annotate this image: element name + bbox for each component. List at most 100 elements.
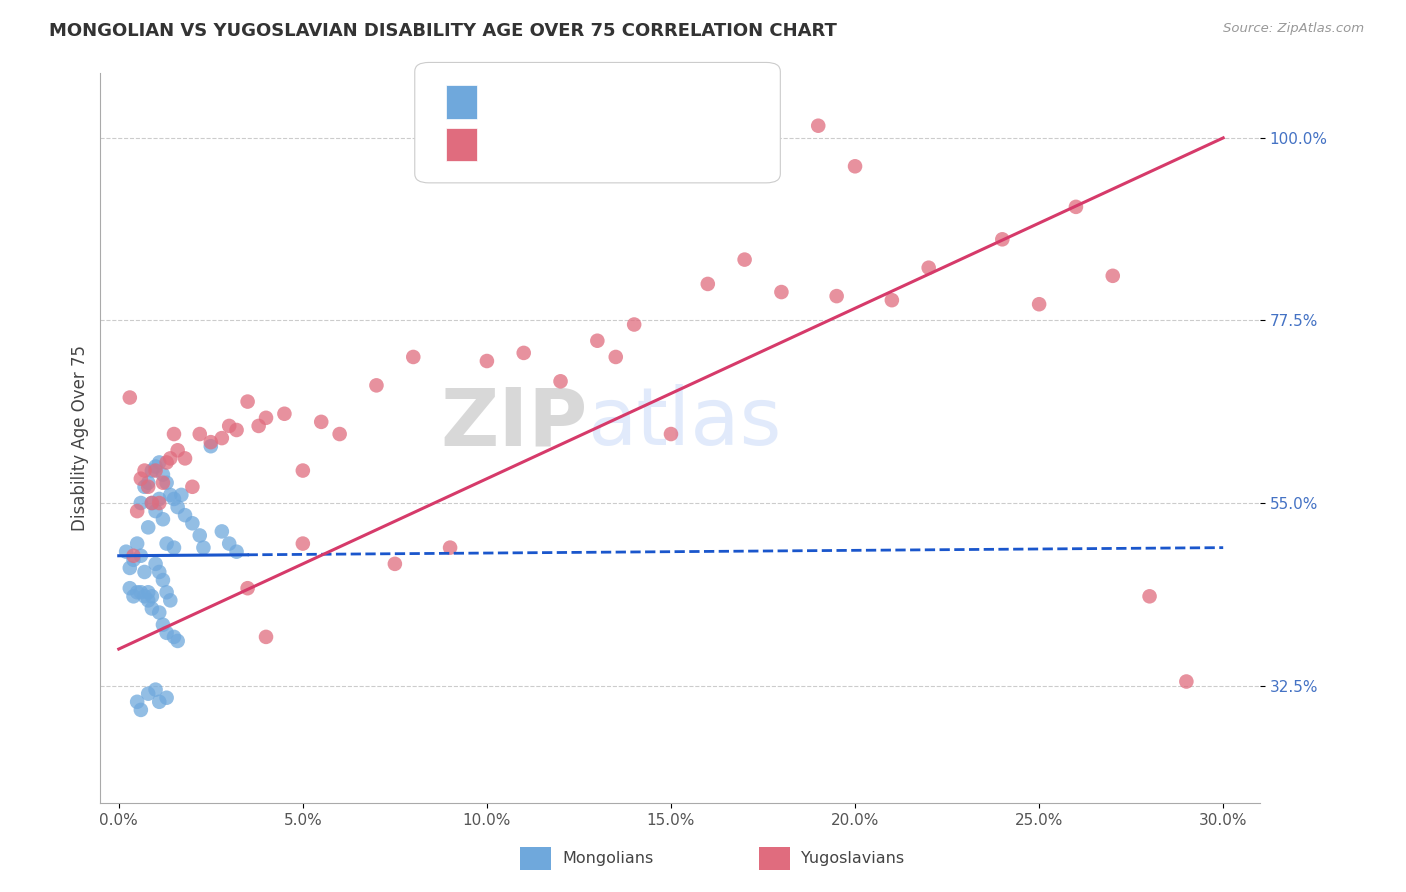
Point bbox=[605, 350, 627, 364]
Point bbox=[1139, 590, 1161, 604]
Point bbox=[152, 512, 174, 526]
Text: R = 0.520   N = 56: R = 0.520 N = 56 bbox=[491, 136, 661, 153]
Point bbox=[152, 617, 174, 632]
Point bbox=[156, 536, 179, 550]
Point bbox=[129, 549, 152, 563]
Text: ZIP: ZIP bbox=[440, 384, 588, 462]
Point bbox=[170, 488, 193, 502]
Point bbox=[188, 528, 211, 542]
Point bbox=[156, 475, 179, 490]
Point bbox=[218, 418, 240, 433]
Point bbox=[145, 504, 167, 518]
Text: MONGOLIAN VS YUGOSLAVIAN DISABILITY AGE OVER 75 CORRELATION CHART: MONGOLIAN VS YUGOSLAVIAN DISABILITY AGE … bbox=[49, 22, 837, 40]
Point bbox=[136, 520, 159, 534]
Point bbox=[200, 435, 222, 450]
Point bbox=[1028, 297, 1050, 311]
Point bbox=[193, 541, 215, 555]
Point bbox=[156, 455, 179, 469]
Point bbox=[122, 553, 145, 567]
Point bbox=[225, 544, 247, 558]
Point bbox=[1175, 674, 1198, 689]
Point bbox=[134, 565, 156, 579]
Point bbox=[134, 464, 156, 478]
Point bbox=[918, 260, 941, 275]
Point bbox=[152, 475, 174, 490]
Point bbox=[163, 427, 186, 442]
Point bbox=[254, 410, 277, 425]
Point bbox=[118, 561, 141, 575]
Point bbox=[148, 606, 170, 620]
Y-axis label: Disability Age Over 75: Disability Age Over 75 bbox=[72, 345, 89, 531]
Point bbox=[291, 536, 314, 550]
Point bbox=[129, 703, 152, 717]
Point bbox=[991, 232, 1014, 246]
Point bbox=[211, 431, 233, 445]
Point bbox=[163, 491, 186, 506]
Point bbox=[156, 690, 179, 705]
Point bbox=[880, 293, 903, 308]
Point bbox=[145, 464, 167, 478]
Point bbox=[696, 277, 718, 291]
Point bbox=[163, 630, 186, 644]
Point bbox=[659, 427, 682, 442]
Point bbox=[145, 557, 167, 571]
Point bbox=[825, 289, 848, 303]
Point bbox=[844, 159, 866, 173]
Point bbox=[1101, 268, 1123, 283]
Point bbox=[159, 593, 181, 607]
Point bbox=[166, 634, 188, 648]
Point bbox=[122, 590, 145, 604]
Point bbox=[770, 285, 793, 299]
Point bbox=[152, 467, 174, 482]
Point bbox=[118, 581, 141, 595]
Text: Mongolians: Mongolians bbox=[562, 851, 654, 866]
Point bbox=[163, 541, 186, 555]
Point bbox=[141, 496, 163, 510]
Point bbox=[273, 407, 295, 421]
Point bbox=[129, 496, 152, 510]
Point bbox=[134, 590, 156, 604]
Point bbox=[181, 516, 204, 531]
Point bbox=[236, 581, 259, 595]
Point bbox=[127, 695, 149, 709]
Point bbox=[1064, 200, 1087, 214]
Point bbox=[181, 480, 204, 494]
Point bbox=[136, 593, 159, 607]
Point bbox=[148, 455, 170, 469]
Point bbox=[145, 682, 167, 697]
Point bbox=[218, 536, 240, 550]
Point bbox=[148, 695, 170, 709]
Point bbox=[309, 415, 332, 429]
Point bbox=[145, 459, 167, 474]
Point bbox=[148, 491, 170, 506]
Point bbox=[211, 524, 233, 539]
Point bbox=[475, 354, 498, 368]
Point bbox=[141, 464, 163, 478]
Point bbox=[156, 585, 179, 599]
Point bbox=[384, 557, 406, 571]
Point bbox=[247, 418, 270, 433]
Point bbox=[225, 423, 247, 437]
Point bbox=[127, 585, 149, 599]
Point bbox=[136, 480, 159, 494]
Point bbox=[141, 496, 163, 510]
Point bbox=[122, 549, 145, 563]
Point bbox=[166, 443, 188, 458]
Point bbox=[623, 318, 645, 332]
Point bbox=[439, 541, 461, 555]
Point bbox=[129, 472, 152, 486]
Point bbox=[141, 590, 163, 604]
Text: Source: ZipAtlas.com: Source: ZipAtlas.com bbox=[1223, 22, 1364, 36]
Point bbox=[329, 427, 352, 442]
Point bbox=[550, 374, 572, 388]
Point bbox=[136, 475, 159, 490]
Point bbox=[152, 573, 174, 587]
Point bbox=[136, 585, 159, 599]
Point bbox=[127, 504, 149, 518]
Point bbox=[402, 350, 425, 364]
Point bbox=[166, 500, 188, 514]
Text: Yugoslavians: Yugoslavians bbox=[801, 851, 904, 866]
Point bbox=[129, 585, 152, 599]
Point bbox=[236, 394, 259, 409]
Point bbox=[188, 427, 211, 442]
